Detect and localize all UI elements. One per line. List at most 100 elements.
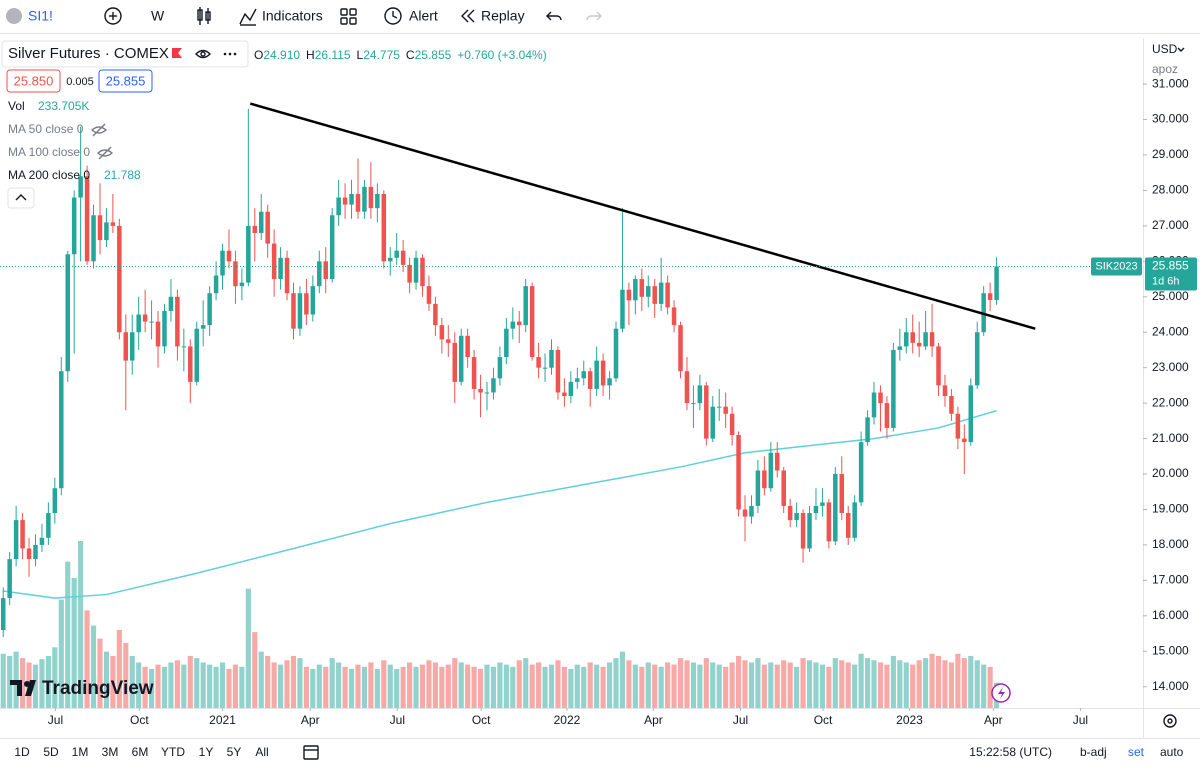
indicators-icon[interactable] <box>239 8 257 26</box>
volume-bar <box>774 664 780 708</box>
volume-bar <box>207 664 213 708</box>
volume-bar <box>890 655 896 708</box>
candle-body <box>278 257 283 280</box>
volume-bar <box>574 664 580 708</box>
price-label-box <box>1145 257 1197 291</box>
volume-bar <box>884 664 890 708</box>
candle-body <box>916 342 922 347</box>
volume-bar <box>671 664 677 708</box>
time-tick-label: 2023 <box>896 713 923 727</box>
more-button[interactable] <box>223 52 237 56</box>
volume-bar <box>271 662 277 708</box>
candle-body <box>529 286 535 358</box>
replay-icon[interactable] <box>461 9 475 23</box>
candle-body <box>46 513 51 538</box>
add-symbol-button[interactable] <box>104 7 122 25</box>
adjust-toggle[interactable]: b-adj <box>1080 745 1107 759</box>
replay-button[interactable]: Replay <box>481 8 525 24</box>
candle-body <box>581 371 587 379</box>
range-button[interactable]: All <box>255 745 268 759</box>
price-tick-label: 30.000 <box>1152 112 1189 126</box>
volume-bar <box>200 662 206 708</box>
volume-value: 233.705K <box>38 99 89 113</box>
volume-bar <box>303 666 309 708</box>
range-button[interactable]: 5Y <box>227 745 242 759</box>
alert-icon[interactable] <box>384 7 402 25</box>
candle-body <box>155 321 161 347</box>
ma50-hidden-icon[interactable] <box>90 123 108 137</box>
volume-bar <box>826 666 832 708</box>
volume-bar <box>729 662 735 708</box>
volume-bar <box>600 666 606 708</box>
alert-button[interactable]: Alert <box>409 8 438 24</box>
volume-bar <box>832 658 838 708</box>
date-range-button[interactable] <box>303 745 319 760</box>
indicators-button[interactable]: Indicators <box>262 8 323 24</box>
volume-bar <box>555 660 561 708</box>
volume-bar <box>142 666 148 708</box>
session-toggle[interactable]: set <box>1128 745 1145 759</box>
settings-button[interactable] <box>1163 714 1177 728</box>
bid-box[interactable] <box>6 69 61 93</box>
layouts-button[interactable] <box>340 8 357 25</box>
currency[interactable]: USD <box>1152 42 1178 56</box>
candle-body <box>897 346 903 350</box>
volume-bar <box>594 664 600 708</box>
auto-scale-toggle[interactable]: auto <box>1160 745 1184 759</box>
volume-bar <box>387 664 393 708</box>
collapse-legend-button[interactable] <box>7 187 35 209</box>
volume-bar <box>413 666 419 708</box>
candle-body <box>194 328 199 382</box>
range-button[interactable]: YTD <box>161 745 185 759</box>
candle-body <box>858 442 864 503</box>
volume-bar <box>232 664 239 708</box>
candle-body <box>942 385 948 397</box>
candle-body <box>207 293 212 326</box>
volume-bar <box>245 588 251 708</box>
volume-bar <box>65 561 71 708</box>
ma200-line <box>3 409 997 599</box>
range-button[interactable]: 3M <box>102 745 119 759</box>
range-button[interactable]: 5D <box>43 745 59 759</box>
chart-type-button[interactable] <box>197 7 211 25</box>
visibility-toggle[interactable] <box>195 49 211 59</box>
candle-body <box>78 176 83 198</box>
candle-body <box>71 197 77 255</box>
price-tick-label: 29.000 <box>1152 147 1189 161</box>
ask-box[interactable] <box>98 69 153 93</box>
range-button[interactable]: 1M <box>72 745 89 759</box>
range-button[interactable]: 1D <box>14 745 30 759</box>
volume-bar <box>935 655 942 708</box>
volume-bar <box>419 664 426 708</box>
currency-dropdown[interactable] <box>1177 47 1185 52</box>
volume-bar <box>987 666 993 708</box>
undo-button[interactable] <box>546 11 562 21</box>
candle-body <box>265 211 270 244</box>
instrument-title: Silver Futures · COMEX <box>8 45 169 62</box>
price-tick-label: 21.000 <box>1152 431 1189 445</box>
volume-bar <box>568 668 574 708</box>
volume-bar <box>7 655 13 708</box>
volume-bar <box>426 660 432 708</box>
clock: 15:22:58 (UTC) <box>969 745 1052 759</box>
candle-body <box>381 193 387 262</box>
volume-bar <box>174 660 180 708</box>
price-tick-label: 15.000 <box>1152 643 1189 657</box>
ma100-hidden-icon[interactable] <box>96 146 114 160</box>
interval[interactable]: W <box>151 8 165 24</box>
volume-bar <box>490 666 497 708</box>
volume-bar <box>213 666 219 708</box>
candle-body <box>910 332 915 343</box>
symbol[interactable]: SI1! <box>28 8 53 24</box>
candle-body <box>949 396 954 414</box>
candle-body <box>439 325 445 340</box>
redo-button[interactable] <box>586 11 602 21</box>
volume-bar <box>284 660 290 708</box>
range-button[interactable]: 1Y <box>199 745 214 759</box>
range-button[interactable]: 6M <box>132 745 149 759</box>
candle-body <box>7 559 12 599</box>
time-tick-label: Apr <box>301 713 320 727</box>
volume-bar <box>149 668 155 708</box>
volume-bar <box>432 662 438 708</box>
